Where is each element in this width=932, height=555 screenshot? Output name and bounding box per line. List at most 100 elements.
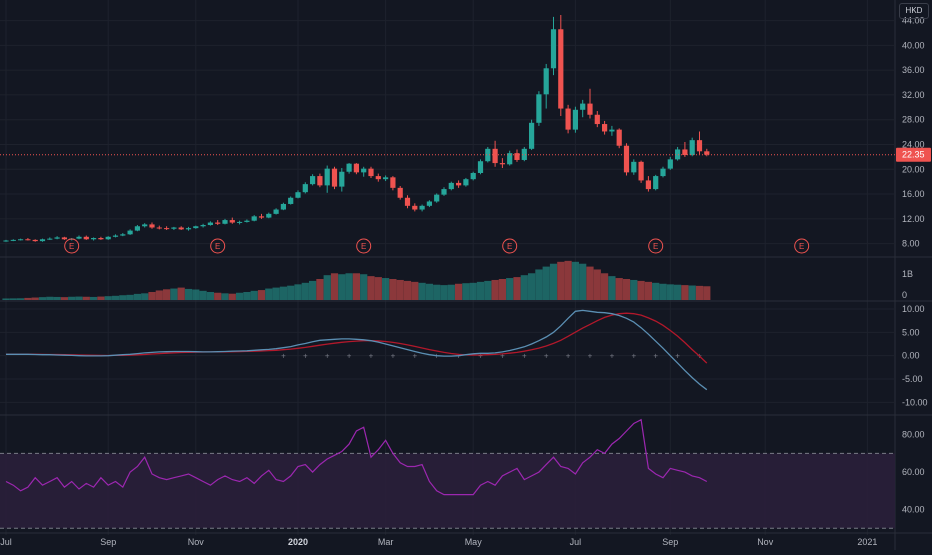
candle-body: [550, 29, 557, 69]
volume-bar: [90, 296, 98, 300]
price-tick-label: 36.00: [902, 65, 925, 75]
currency-badge[interactable]: HKD: [899, 3, 929, 19]
volume-bar: [279, 286, 287, 300]
candle-body: [696, 140, 703, 152]
volume-bar: [119, 295, 127, 300]
earnings-marker: [648, 238, 664, 254]
volume-bar: [104, 296, 112, 300]
candle-body: [383, 177, 389, 180]
volume-bar: [309, 280, 317, 300]
volume-bar: [294, 284, 302, 300]
volume-bar: [476, 281, 485, 300]
candle-body: [492, 148, 498, 164]
candle-body: [222, 220, 228, 224]
candle-body: [558, 29, 564, 109]
volume-bar: [228, 293, 236, 300]
candle-body: [207, 222, 213, 226]
candle-body: [346, 163, 352, 172]
candle-body: [397, 187, 403, 198]
price-tick-label: 8.00: [902, 239, 920, 249]
candle-body: [47, 238, 53, 240]
macd-zero-dot: +: [369, 352, 374, 361]
candle-body: [331, 168, 338, 187]
macd-zero-dot: +: [588, 352, 593, 361]
volume-bar: [60, 297, 68, 300]
macd-zero-dot: +: [347, 352, 352, 361]
x-axis-label: Jul: [570, 537, 582, 547]
candle-body: [83, 236, 89, 240]
candle-body: [675, 149, 681, 160]
volume-bar: [126, 294, 134, 300]
candle-body: [302, 184, 308, 193]
macd-zero-dot: +: [610, 352, 615, 361]
candle-body: [704, 151, 710, 155]
candle-body: [529, 122, 535, 149]
earnings-marker-label: E: [361, 242, 366, 251]
volume-bar: [265, 288, 273, 300]
candle-body: [616, 129, 622, 146]
candle-body: [54, 237, 60, 239]
rsi-band: [0, 453, 895, 529]
x-axis-label: Nov: [757, 537, 774, 547]
earnings-marker-label: E: [799, 242, 804, 251]
macd-zero-dot: +: [675, 352, 680, 361]
macd-zero-dot: +: [391, 352, 396, 361]
volume-bar: [53, 296, 61, 300]
candle-body: [258, 216, 265, 218]
candle-body: [156, 227, 162, 229]
volume-bar: [97, 296, 105, 300]
volume-bar: [111, 295, 120, 300]
volume-bar: [549, 263, 558, 300]
volume-bar: [221, 293, 229, 300]
volume-bar: [535, 269, 543, 300]
macd-zero-dot: +: [412, 352, 417, 361]
candle-body: [682, 149, 688, 156]
volume-bar: [360, 274, 368, 300]
candle-body: [580, 103, 586, 110]
candle-body: [353, 163, 359, 173]
volume-bar: [75, 296, 83, 300]
price-tick-label: 12.00: [902, 214, 925, 224]
candle-body: [477, 161, 484, 173]
candle-body: [91, 238, 97, 240]
volume-bar: [345, 273, 353, 300]
volume-bar: [184, 288, 193, 300]
candle-body: [463, 179, 469, 186]
rsi-tick-label: 40.00: [902, 505, 925, 515]
candle-body: [127, 230, 133, 235]
candle-body: [18, 239, 24, 241]
volume-bar: [440, 285, 448, 300]
volume-bar: [644, 281, 652, 300]
volume-bar: [637, 280, 645, 300]
volume-bar: [630, 279, 638, 300]
volume-bar: [491, 279, 499, 300]
volume-tick-label: 0: [902, 290, 907, 300]
volume-bar: [528, 273, 536, 300]
candle-body: [317, 176, 323, 186]
candle-body: [280, 203, 286, 210]
volume-bar: [243, 291, 251, 300]
volume-bar: [24, 297, 32, 300]
x-axis-label: May: [465, 537, 483, 547]
candle-body: [251, 216, 257, 221]
volume-bar: [411, 281, 419, 300]
candle-body: [419, 205, 425, 210]
macd-zero-dot: +: [544, 352, 549, 361]
candle-body: [178, 227, 184, 230]
volume-bar: [542, 266, 550, 300]
volume-bar: [615, 278, 623, 300]
macd-zero-dot: +: [522, 352, 527, 361]
candle-body: [426, 201, 432, 206]
candle-body: [288, 197, 294, 204]
volume-bar: [659, 283, 667, 300]
volume-bar: [301, 282, 309, 300]
candle-body: [456, 182, 462, 186]
candle-body: [667, 159, 673, 169]
price-tick-label: 32.00: [902, 90, 925, 100]
volume-bar: [257, 290, 266, 300]
volume-bar: [506, 278, 514, 300]
volume-bar: [462, 283, 470, 300]
candle-body: [638, 161, 644, 181]
